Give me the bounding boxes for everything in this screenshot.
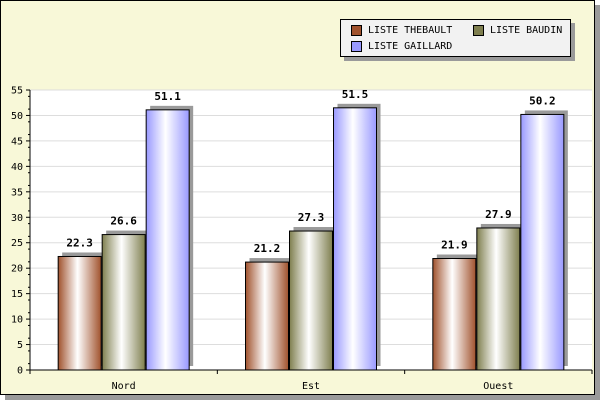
y-tick-label: 40	[11, 162, 23, 173]
legend-item-thebault: LISTE THEBAULT	[351, 25, 452, 36]
data-label: 50.2	[529, 94, 556, 107]
bar-liste-baudin-est	[289, 230, 333, 371]
legend-label-baudin: LISTE BAUDIN	[490, 25, 563, 36]
bar-liste-gaillard-ouest	[520, 113, 565, 371]
legend-swatch-thebault	[351, 25, 362, 36]
bars	[57, 103, 568, 371]
y-tick-label: 30	[11, 213, 23, 224]
bar-liste-thebault-est	[245, 261, 289, 371]
data-label: 51.1	[154, 90, 181, 103]
y-tick-label: 50	[11, 111, 23, 122]
legend-swatch-baudin	[473, 25, 484, 36]
x-tick-label: Ouest	[483, 381, 513, 392]
y-tick-label: 15	[11, 289, 23, 300]
data-label: 27.3	[298, 211, 325, 224]
data-label: 21.9	[441, 239, 468, 252]
data-label: 26.6	[110, 215, 137, 228]
legend: LISTE THEBAULT LISTE BAUDIN LISTE GAILLA…	[340, 19, 571, 57]
y-tick-label: 5	[17, 340, 23, 351]
y-tick-label: 55	[11, 86, 23, 97]
bar-liste-gaillard-est	[333, 107, 377, 371]
bar-liste-baudin-nord	[101, 234, 146, 371]
legend-label-thebault: LISTE THEBAULT	[368, 25, 453, 36]
data-label: 27.9	[485, 208, 512, 221]
y-tick-label: 20	[11, 264, 23, 275]
data-label: 22.3	[66, 236, 93, 249]
data-label: 51.5	[342, 88, 369, 101]
bar-liste-thebault-ouest	[432, 258, 477, 371]
x-tick-label: Nord	[112, 381, 136, 392]
data-label: 21.2	[254, 242, 281, 255]
y-tick-label: 45	[11, 136, 23, 147]
y-tick-label: 0	[17, 366, 23, 377]
y-tick-label: 25	[11, 238, 23, 249]
x-tick-label: Est	[302, 381, 320, 392]
bar-liste-thebault-nord	[57, 255, 102, 371]
y-tick-label: 10	[11, 315, 23, 326]
bar-liste-gaillard-nord	[145, 109, 190, 371]
legend-label-gaillard: LISTE GAILLARD	[368, 41, 453, 52]
bar-liste-baudin-ouest	[476, 227, 521, 371]
labels: 0 5 10 15 20 25 30 35 40 45 50 55 22.3 26.6 51.1 Nord 21…	[11, 86, 556, 393]
y-tick-label: 35	[11, 187, 23, 198]
legend-item-baudin: LISTE BAUDIN	[473, 25, 562, 36]
legend-item-gaillard: LISTE GAILLARD	[351, 41, 452, 52]
legend-swatch-gaillard	[351, 41, 362, 52]
